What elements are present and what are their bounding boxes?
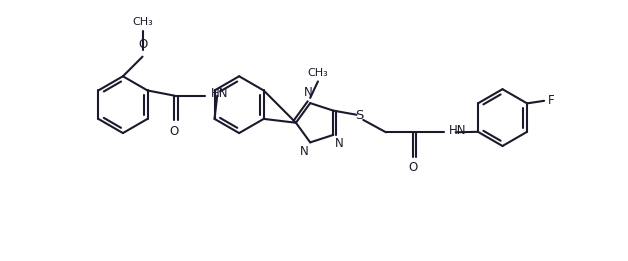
Text: O: O <box>408 161 418 174</box>
Text: S: S <box>355 109 364 122</box>
Text: HN: HN <box>449 124 467 137</box>
Text: F: F <box>548 94 555 107</box>
Text: N: N <box>300 145 308 158</box>
Text: N: N <box>335 138 344 151</box>
Text: CH₃: CH₃ <box>132 17 153 27</box>
Text: N: N <box>304 86 313 99</box>
Text: O: O <box>138 38 148 51</box>
Text: O: O <box>170 124 179 138</box>
Text: CH₃: CH₃ <box>308 68 328 78</box>
Text: HN: HN <box>210 87 228 100</box>
